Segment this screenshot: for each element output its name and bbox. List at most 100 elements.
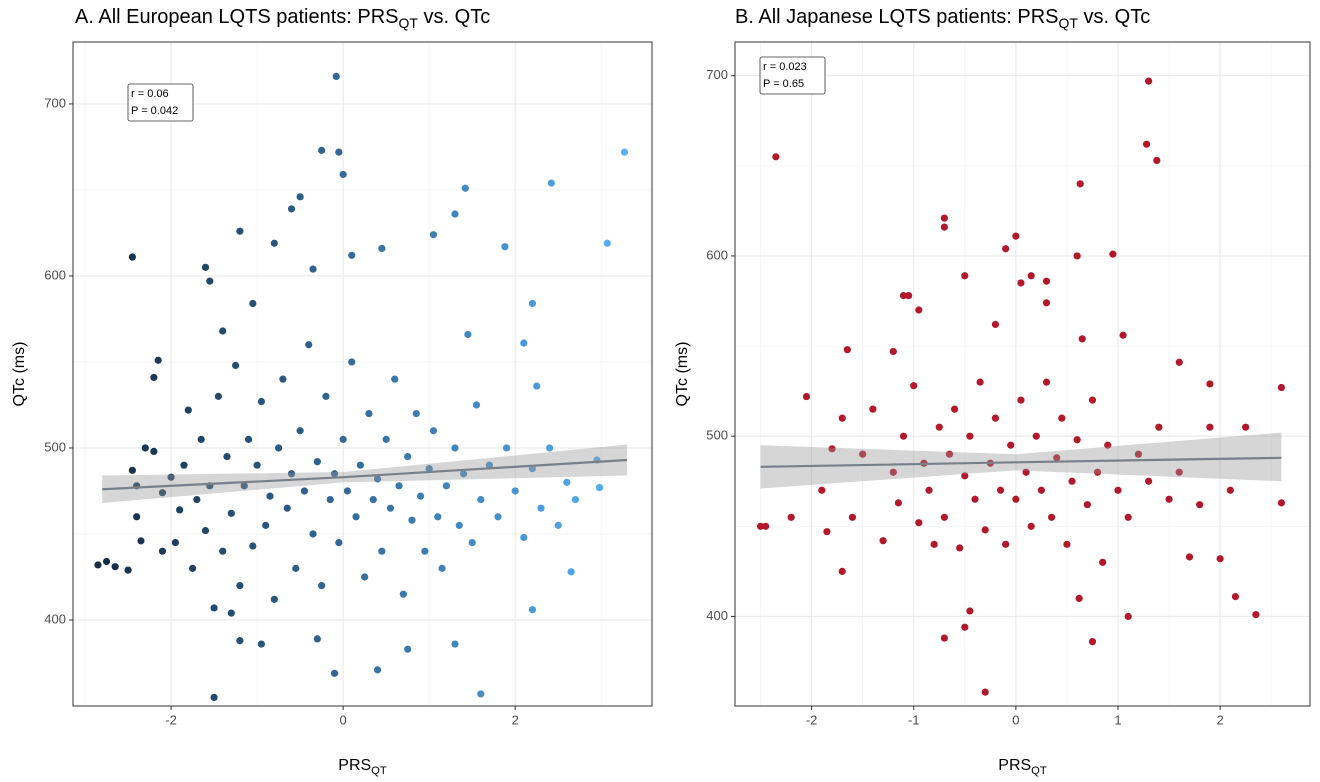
point (468, 538, 476, 547)
point (150, 373, 158, 382)
point (1027, 272, 1035, 280)
point (1145, 77, 1153, 85)
point (940, 513, 948, 521)
point (404, 645, 412, 653)
y-tick-label: 400 (44, 611, 66, 626)
point (266, 492, 274, 500)
point (223, 452, 231, 461)
point (1185, 553, 1194, 561)
y-tick-label: 700 (44, 95, 66, 110)
point (111, 563, 119, 571)
point (915, 519, 923, 527)
point (356, 461, 364, 469)
point (925, 486, 933, 494)
point (391, 375, 399, 383)
annotation-box (127, 83, 194, 122)
annotation-text: P = 0.65 (763, 78, 804, 90)
point (802, 392, 811, 401)
point (313, 635, 321, 643)
point (438, 564, 446, 572)
point (1075, 594, 1083, 602)
point (305, 341, 313, 349)
plot-panel (73, 42, 652, 706)
point (1093, 468, 1102, 476)
point (1252, 611, 1260, 619)
point (869, 405, 877, 413)
point (227, 509, 235, 517)
point (373, 475, 382, 483)
point (313, 458, 321, 466)
point (477, 690, 485, 698)
point (206, 277, 214, 285)
point (1042, 277, 1051, 285)
point (395, 482, 403, 490)
point (210, 604, 218, 612)
point (894, 499, 903, 507)
fit-line (102, 458, 628, 491)
point (889, 347, 897, 356)
point (322, 392, 330, 400)
point (193, 495, 201, 504)
point (300, 487, 309, 495)
point (1155, 423, 1163, 431)
point (1063, 540, 1071, 548)
point (1027, 522, 1035, 530)
x-axis-label-main: PRS (998, 757, 1031, 774)
point (309, 265, 317, 273)
point (1175, 358, 1183, 366)
point (378, 547, 386, 555)
point (603, 239, 611, 247)
point (910, 382, 918, 390)
x-tick-label: 1 (1114, 712, 1121, 727)
point (180, 461, 188, 469)
point (335, 148, 343, 156)
x-tick-label: 0 (340, 712, 347, 727)
point (442, 482, 450, 490)
point (318, 581, 326, 590)
point (158, 547, 167, 555)
annotation-text: P = 0.042 (131, 105, 178, 117)
point (1022, 468, 1030, 476)
point (378, 244, 386, 253)
point (981, 526, 989, 534)
point (279, 375, 287, 383)
point (339, 435, 347, 443)
point (756, 522, 765, 530)
point (1058, 414, 1066, 422)
point (1104, 441, 1112, 449)
point (330, 669, 339, 677)
point (270, 239, 278, 247)
point (429, 231, 438, 239)
point (326, 495, 334, 504)
point (404, 452, 412, 461)
point (240, 482, 248, 490)
point (461, 184, 469, 192)
point (915, 306, 923, 314)
point (595, 483, 604, 492)
point (563, 478, 571, 486)
point (818, 486, 826, 494)
point (201, 263, 210, 271)
point (838, 567, 846, 575)
point (154, 356, 162, 364)
chart-title-rest: vs. QTc (418, 6, 490, 28)
point (249, 299, 257, 308)
point (1134, 450, 1143, 458)
annotation-box (759, 56, 826, 95)
point (533, 382, 541, 390)
chart-title: B. All Japanese LQTS patients: PRSQT vs.… (735, 6, 1150, 30)
point (124, 566, 132, 574)
point (408, 516, 416, 524)
point (275, 444, 283, 452)
point (1109, 250, 1117, 258)
x-axis-label: PRSQT (998, 757, 1047, 777)
point (520, 533, 528, 542)
point (348, 358, 356, 366)
point (141, 444, 149, 452)
point (1088, 638, 1097, 646)
point (1068, 477, 1076, 485)
point (472, 401, 481, 409)
point (940, 223, 948, 231)
point (1153, 156, 1161, 165)
panel-border (72, 41, 653, 707)
